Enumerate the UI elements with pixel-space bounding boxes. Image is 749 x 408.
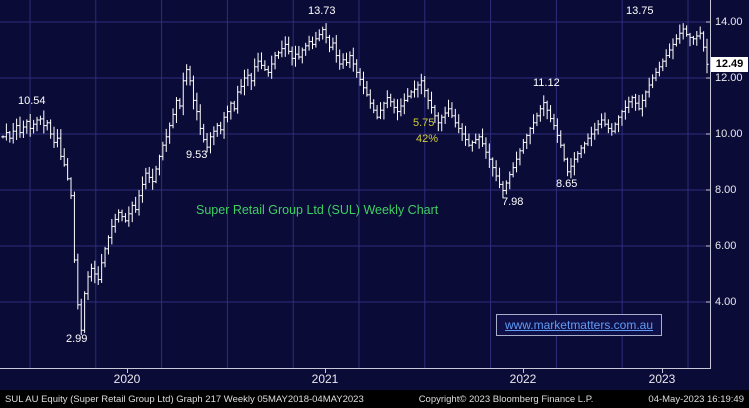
- status-security-info: SUL AU Equity (Super Retail Group Ltd) G…: [5, 393, 364, 405]
- last-price-badge: 12.49: [711, 56, 748, 72]
- y-axis-label: 8.00: [715, 184, 737, 196]
- y-axis-label: 14.00: [715, 16, 743, 28]
- chart-annotation: 10.54: [18, 95, 46, 107]
- x-axis-label: 2023: [648, 372, 676, 386]
- chart-annotation: 13.73: [308, 5, 336, 17]
- y-axis-label: 4.00: [715, 296, 737, 308]
- x-axis-label: 2022: [509, 372, 537, 386]
- time-axis: 2020 2021 2022 2023: [0, 369, 710, 390]
- x-axis-label: 2020: [113, 372, 141, 386]
- y-axis-label: 10.00: [715, 128, 743, 140]
- chart-annotation: 11.12: [533, 77, 560, 89]
- x-axis-tick: [662, 369, 663, 373]
- price-chart: [0, 0, 710, 368]
- chart-annotation: 7.98: [502, 196, 524, 208]
- watermark-text: www.marketmatters.com.au: [504, 318, 654, 332]
- chart-annotation: 8.65: [556, 178, 578, 190]
- y-axis-label: 6.00: [715, 240, 737, 252]
- chart-plot-area[interactable]: Super Retail Group Ltd (SUL) Weekly Char…: [0, 0, 711, 369]
- x-axis-tick: [325, 369, 326, 373]
- chart-annotation: 5.75: [413, 117, 435, 129]
- price-axis: 12.49 14.00 12.00 10.00 8.00 6.00 4.00: [711, 0, 749, 368]
- chart-annotation: 2.99: [66, 333, 88, 345]
- x-axis-label: 2021: [311, 372, 339, 386]
- x-axis-tick: [127, 369, 128, 373]
- chart-annotation: 9.53: [186, 149, 208, 161]
- status-bar: SUL AU Equity (Super Retail Group Ltd) G…: [0, 390, 749, 408]
- status-copyright: Copyright© 2023 Bloomberg Finance L.P.: [418, 393, 594, 405]
- chart-title: Super Retail Group Ltd (SUL) Weekly Char…: [196, 203, 439, 217]
- watermark-link[interactable]: www.marketmatters.com.au: [496, 314, 662, 336]
- chart-annotation: 42%: [416, 133, 439, 145]
- chart-annotation: 13.75: [626, 5, 654, 17]
- x-axis-tick: [523, 369, 524, 373]
- y-axis-label: 12.00: [715, 72, 743, 84]
- status-datetime: 04-May-2023 16:19:49: [648, 393, 744, 405]
